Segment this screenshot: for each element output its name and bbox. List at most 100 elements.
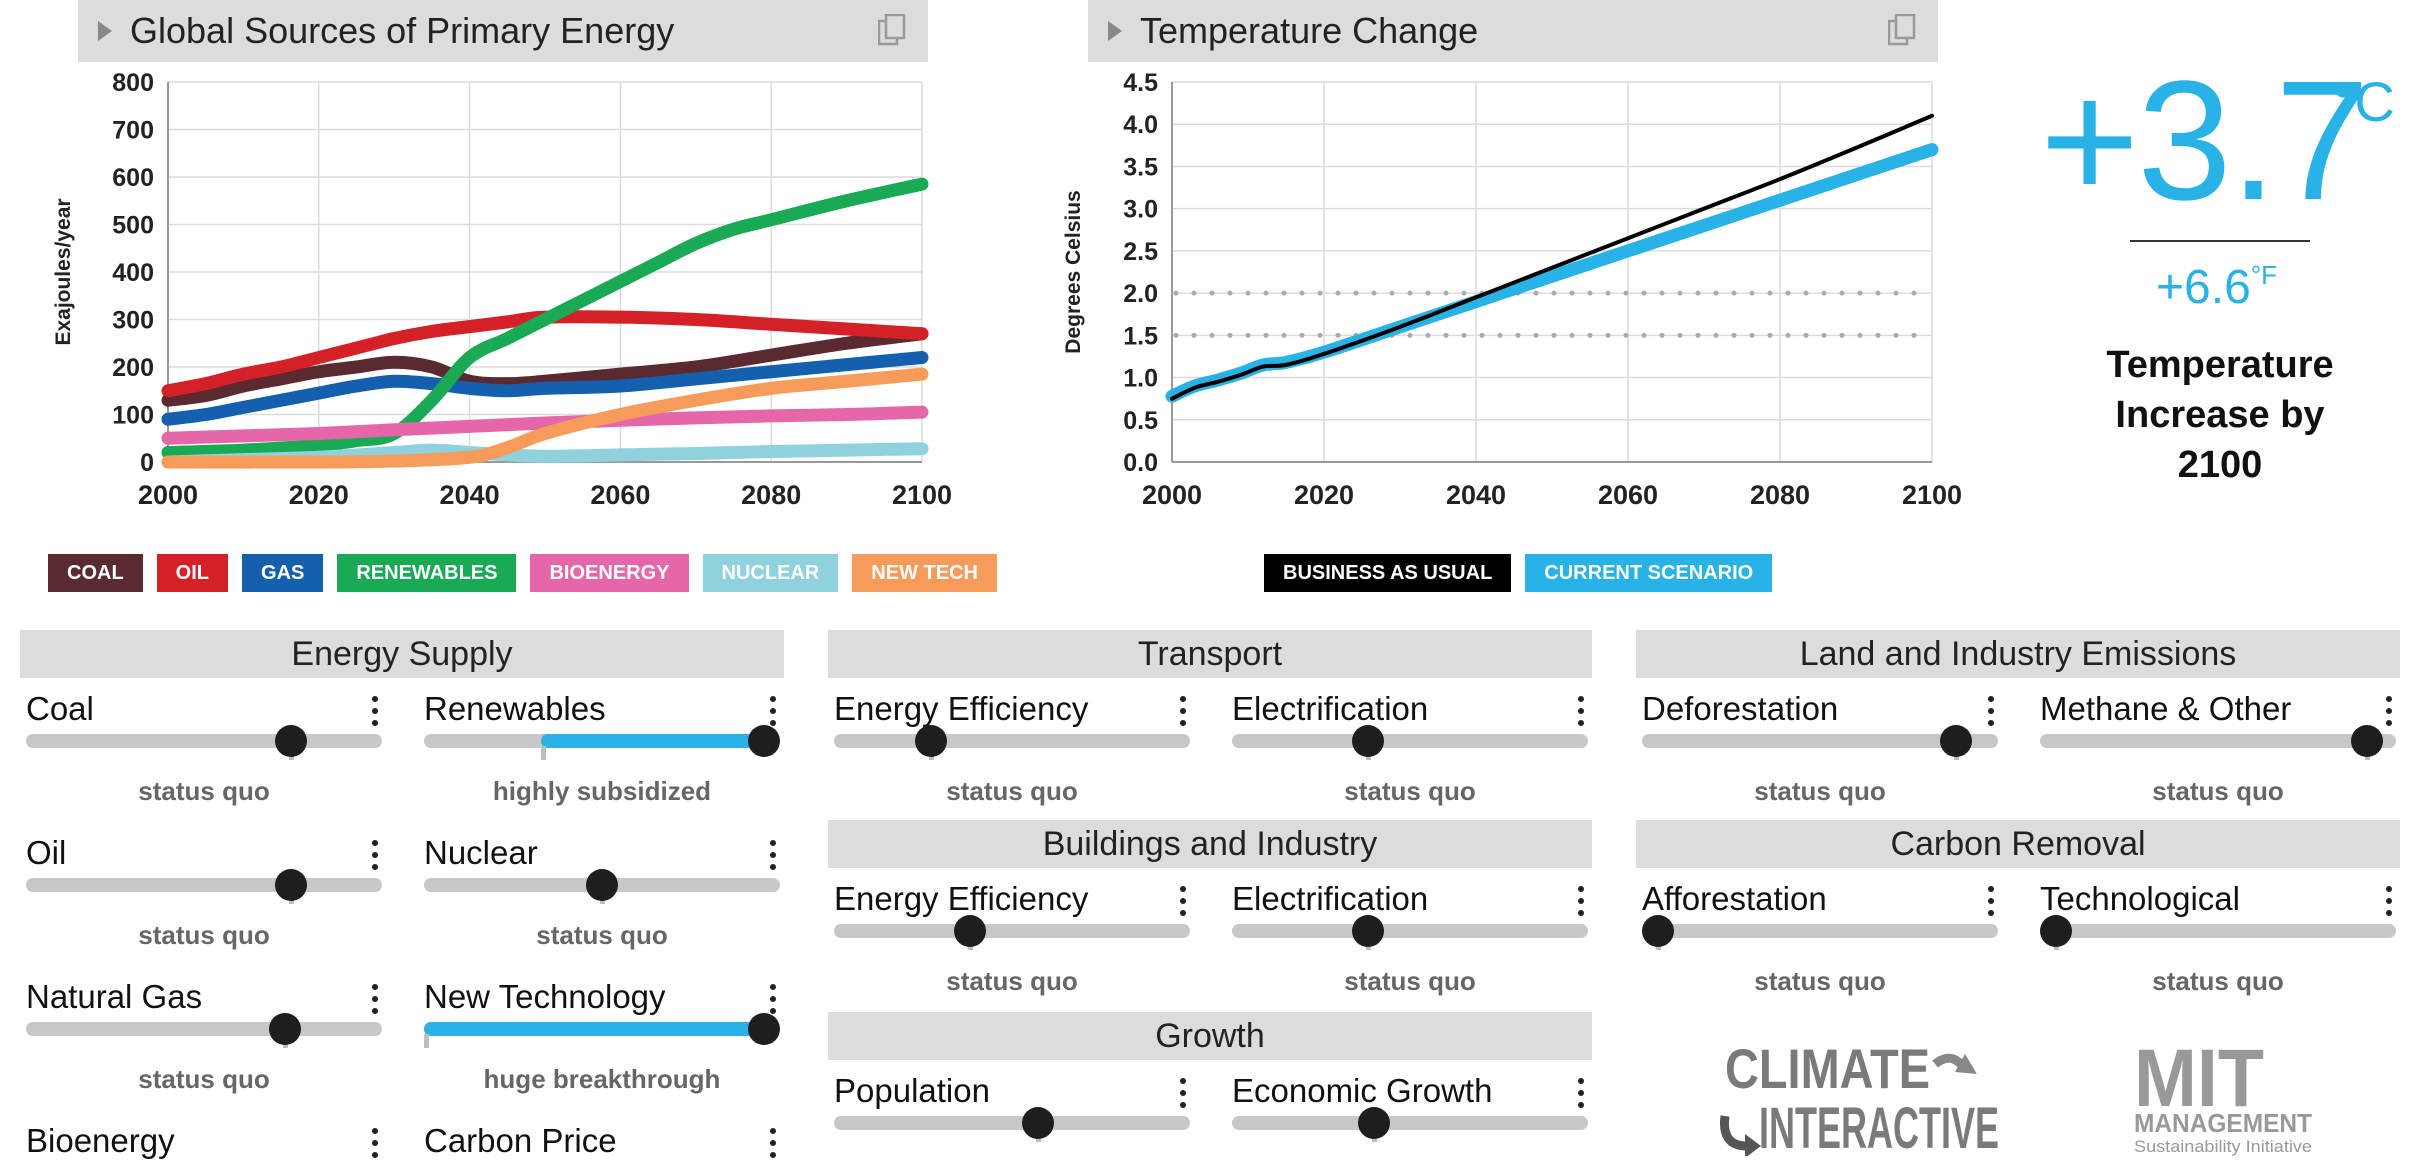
technological-label: Technological	[2040, 880, 2240, 917]
y-tick-label: 2.5	[1123, 238, 1158, 266]
energy-panel-title: Global Sources of Primary Energy	[130, 10, 675, 51]
temperature-readout-fahrenheit: +6.6°F	[2156, 260, 2316, 330]
more-options-icon[interactable]	[770, 1128, 776, 1158]
more-options-icon[interactable]	[372, 1128, 378, 1158]
copy-icon[interactable]	[1888, 14, 1916, 46]
more-options-icon[interactable]	[1988, 886, 1994, 916]
more-options-icon[interactable]	[770, 696, 776, 726]
legend-chip-oil[interactable]: OIL	[156, 554, 229, 592]
slider-knob[interactable]	[748, 725, 780, 757]
natural-gas-slider[interactable]	[26, 1013, 382, 1048]
carbon-price-label: Carbon Price	[424, 1122, 617, 1159]
temperature-celsius-unit: °C	[2332, 70, 2395, 133]
more-options-icon[interactable]	[2386, 886, 2392, 916]
oil-slider[interactable]	[26, 869, 382, 904]
renewables-status: highly subsidized	[492, 776, 712, 806]
more-options-icon[interactable]	[1578, 1078, 1584, 1108]
economic-growth-slider[interactable]	[1232, 1107, 1588, 1142]
x-tick-label: 2040	[440, 480, 500, 510]
section-energy-supply: Energy Supply	[20, 630, 784, 678]
legend-chip-gas[interactable]: GAS	[242, 554, 324, 592]
slider-knob[interactable]	[2040, 915, 2072, 947]
slider-knob[interactable]	[1351, 915, 1384, 947]
slider-knob[interactable]	[275, 725, 308, 757]
slider-knob[interactable]	[1642, 915, 1674, 947]
section-buildings-industry: Buildings and Industry	[828, 820, 1592, 868]
renewables-slider[interactable]	[424, 725, 780, 760]
transport-electrification-slider[interactable]	[1232, 725, 1588, 760]
y-tick-label: 2.0	[1123, 280, 1158, 308]
more-options-icon[interactable]	[1180, 886, 1186, 916]
buildings-efficiency-label: Energy Efficiency	[834, 880, 1089, 917]
afforestation-slider[interactable]	[1642, 915, 1998, 950]
more-options-icon[interactable]	[1180, 696, 1186, 726]
climate-interactive-logo[interactable]: CLIMATE INTERACTIVE	[1715, 1036, 2005, 1156]
deforestation-control: Deforestation status quo	[1636, 684, 2006, 824]
technological-status: status quo	[2152, 966, 2284, 996]
y-axis-label: Degrees Celsius	[1062, 190, 1085, 353]
population-slider[interactable]	[834, 1107, 1190, 1142]
new-technology-slider[interactable]	[424, 1013, 780, 1048]
legend-chip-coal[interactable]: COAL	[48, 554, 143, 592]
more-options-icon[interactable]	[1578, 886, 1584, 916]
temperature-legend: BUSINESS AS USUAL CURRENT SCENARIO	[1264, 554, 1773, 592]
slider-knob[interactable]	[1351, 725, 1384, 757]
y-tick-label: 800	[112, 69, 154, 97]
buildings-electrification-status: status quo	[1344, 966, 1476, 996]
technological-slider[interactable]	[2040, 915, 2396, 950]
legend-chip-bioenergy[interactable]: BIOENERGY	[530, 554, 689, 592]
more-options-icon[interactable]	[770, 984, 776, 1014]
nuclear-label: Nuclear	[424, 834, 538, 871]
nuclear-slider[interactable]	[424, 869, 780, 904]
slider-knob[interactable]	[1358, 1107, 1391, 1139]
slider-knob[interactable]	[269, 1013, 301, 1045]
legend-chip-nuclear[interactable]: NUCLEAR	[702, 554, 839, 592]
section-land-industry: Land and Industry Emissions	[1636, 630, 2400, 678]
slider-knob[interactable]	[1021, 1107, 1054, 1139]
more-options-icon[interactable]	[1988, 696, 1994, 726]
more-options-icon[interactable]	[372, 840, 378, 870]
legend-chip-renewables[interactable]: RENEWABLES	[337, 554, 517, 592]
slider-knob[interactable]	[2351, 725, 2384, 757]
expand-triangle-icon[interactable]	[1108, 21, 1122, 41]
oil-status: status quo	[138, 920, 270, 950]
slider-knob[interactable]	[586, 869, 618, 901]
slider-knob[interactable]	[275, 869, 308, 901]
y-tick-label: 400	[112, 259, 154, 287]
transport-efficiency-slider[interactable]	[834, 725, 1190, 760]
buildings-electrification-slider[interactable]	[1232, 915, 1588, 950]
oil-control: Oil status quo	[20, 828, 390, 968]
legend-chip-current-scenario[interactable]: CURRENT SCENARIO	[1525, 554, 1773, 592]
economic-growth-label: Economic Growth	[1232, 1072, 1493, 1109]
legend-chip-business-as-usual[interactable]: BUSINESS AS USUAL	[1264, 554, 1512, 592]
slider-knob[interactable]	[1940, 725, 1973, 757]
copy-icon[interactable]	[878, 14, 906, 46]
population-control: Population	[828, 1066, 1198, 1162]
y-tick-label: 600	[112, 164, 154, 192]
transport-electrification-control: Electrification status quo	[1226, 684, 1596, 824]
energy-panel-header: Global Sources of Primary Energy	[78, 0, 928, 62]
more-options-icon[interactable]	[1578, 696, 1584, 726]
slider-knob[interactable]	[953, 915, 986, 947]
methane-slider[interactable]	[2040, 725, 2396, 760]
legend-chip-new-tech[interactable]: NEW TECH	[852, 554, 997, 592]
coal-slider[interactable]	[26, 725, 382, 760]
more-options-icon[interactable]	[372, 696, 378, 726]
more-options-icon[interactable]	[770, 840, 776, 870]
x-tick-label: 2020	[289, 480, 349, 510]
slider-knob[interactable]	[915, 725, 947, 757]
temperature-caption: Temperature Increase by 2100	[2106, 344, 2334, 486]
mit-management-logo[interactable]: MIT MANAGEMENT Sustainability Initiative	[2130, 1040, 2330, 1158]
series-line-new-tech	[161, 367, 929, 469]
transport-efficiency-label: Energy Efficiency	[834, 690, 1089, 727]
buildings-efficiency-slider[interactable]	[834, 915, 1190, 950]
expand-triangle-icon[interactable]	[98, 21, 112, 41]
methane-control: Methane & Other status quo	[2034, 684, 2404, 824]
y-axis-label: Exajoules/year	[52, 198, 75, 345]
deforestation-slider[interactable]	[1642, 725, 1998, 760]
more-options-icon[interactable]	[2386, 696, 2392, 726]
more-options-icon[interactable]	[372, 984, 378, 1014]
transport-electrification-label: Electrification	[1232, 690, 1429, 727]
slider-knob[interactable]	[748, 1013, 780, 1045]
more-options-icon[interactable]	[1180, 1078, 1186, 1108]
